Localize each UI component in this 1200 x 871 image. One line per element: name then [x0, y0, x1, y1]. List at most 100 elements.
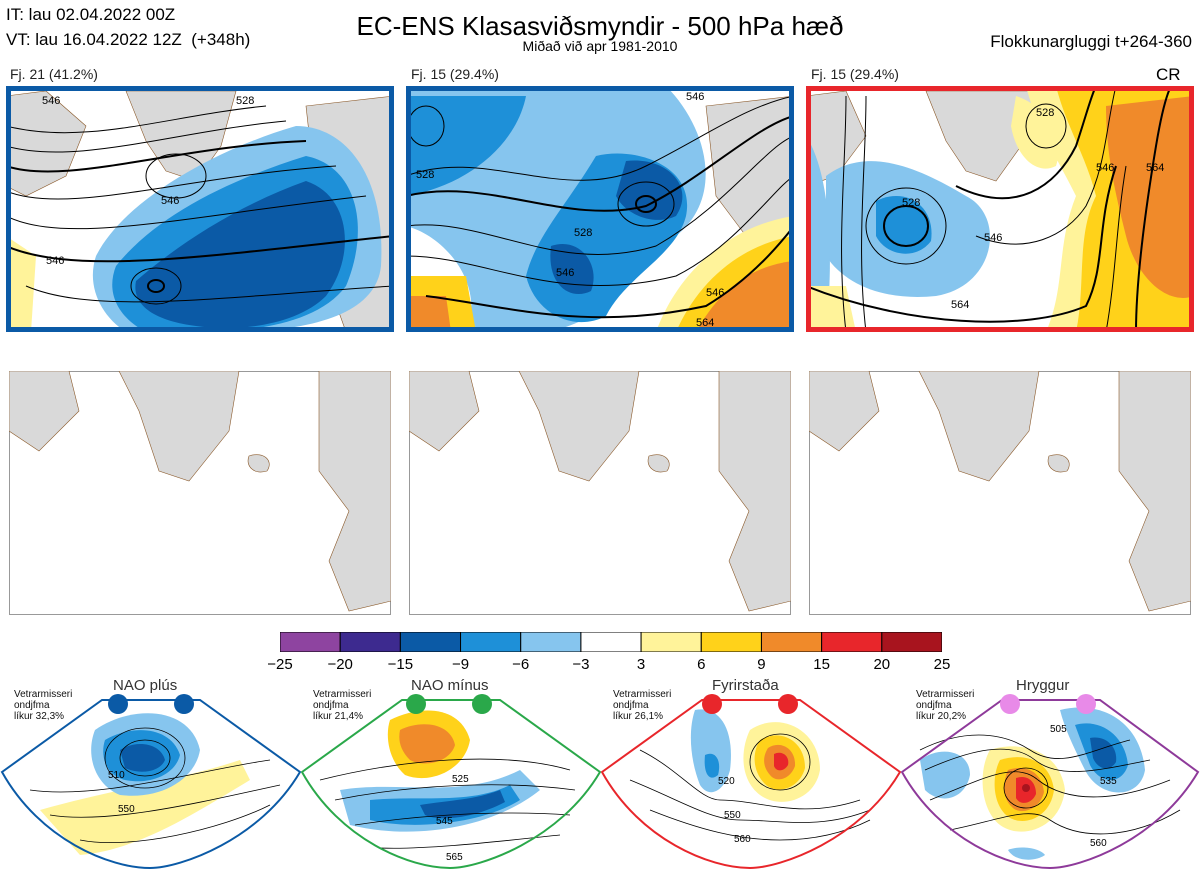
- empty-map-2: [409, 371, 791, 615]
- cluster-1-contour-label: 546: [46, 255, 64, 267]
- anomaly-light-blue: [806, 136, 830, 332]
- regime-3-contour-label: 560: [734, 834, 751, 845]
- regime-4-contour-label: 505: [1050, 724, 1067, 735]
- colorbar-swatch: [339, 632, 401, 652]
- cluster-2-contour-label: 528: [416, 169, 434, 181]
- colorbar-tick-label: 3: [636, 656, 646, 673]
- regime-4-contour-label: 535: [1100, 776, 1117, 787]
- regime-map-blocking: 520 550 560: [600, 694, 902, 870]
- regime-1-name: NAO plús: [113, 677, 178, 694]
- regime-2-info-line: líkur 21,4%: [313, 711, 364, 722]
- colorbar-swatch: [881, 632, 942, 652]
- anomaly-yellow: [6, 236, 36, 332]
- regime-4-info-line: líkur 20,2%: [916, 711, 967, 722]
- regime-3-name: Fyrirstaða: [712, 677, 779, 694]
- regime-4-name: Hryggur: [1016, 677, 1070, 694]
- classification-window: Flokkunargluggi t+264-360: [990, 32, 1192, 51]
- colorbar-tick-label: 6: [697, 656, 706, 673]
- regime-2-info-line: Vetrarmisseri: [313, 689, 372, 700]
- regime-3-info-line: ondjfma: [613, 700, 649, 711]
- colorbar-swatch: [460, 632, 522, 652]
- cluster-2-contour-label: 564: [696, 317, 714, 329]
- cluster-2-frame: [406, 86, 794, 332]
- cluster-3-contour-label: 564: [951, 299, 969, 311]
- anomaly-mid-blue: [406, 96, 526, 196]
- anomaly-dark-blue: [616, 160, 683, 220]
- cluster-3-label: Fj. 15 (29.4%): [811, 66, 899, 82]
- regime-2-info-line: ondjfma: [313, 700, 349, 711]
- anomaly-orange: [696, 261, 794, 332]
- regime-1-contour-label: 550: [118, 804, 135, 815]
- colorbar-swatch: [821, 632, 883, 652]
- land-canada: [806, 90, 867, 187]
- anomaly-dark-blue: [135, 181, 345, 329]
- colorbar-tick-label: −6: [512, 656, 530, 673]
- empty-map-3: [809, 371, 1191, 615]
- cluster-1-frame: [6, 86, 394, 332]
- cluster-3-contour-label: 528: [1036, 107, 1054, 119]
- cluster-1-contour-label: 528: [236, 95, 254, 107]
- cluster-map-1: 546 546 528 546: [6, 86, 394, 332]
- regime-4-contour-label: 560: [1090, 838, 1107, 849]
- regime-2-contour-label: 525: [452, 774, 469, 785]
- regime-3-contour-label: 550: [724, 810, 741, 821]
- colorbar-swatch: [700, 632, 762, 652]
- cluster-map-3: 528 528 546 564 546 564: [806, 86, 1194, 332]
- colorbar-tick-label: −3: [572, 656, 590, 673]
- colorbar-swatch: [520, 632, 582, 652]
- cluster-3-contour-label: 546: [984, 232, 1002, 244]
- anomaly-yellow: [1011, 96, 1059, 169]
- colorbar-tick-label: −25: [267, 656, 293, 673]
- regime-2-contour-label: 545: [436, 816, 453, 827]
- anomaly-orange: [406, 296, 451, 332]
- init-time: IT: lau 02.04.2022 00Z: [6, 5, 176, 24]
- empty-map-1: [9, 371, 391, 615]
- regime-1-info-line: Vetrarmisseri: [14, 689, 73, 700]
- anomaly-dark-blue: [550, 244, 594, 294]
- cluster-3-contour-label: 564: [1146, 162, 1164, 174]
- regime-2-contour-label: 565: [446, 852, 463, 863]
- colorbar-tick-label: −15: [387, 656, 414, 673]
- regime-map-ridge: 505 535 560: [900, 694, 1200, 870]
- cluster-2-contour-label: 546: [706, 287, 724, 299]
- cluster-1-label: Fj. 21 (41.2%): [10, 66, 98, 82]
- colorbar-swatch: [580, 632, 642, 652]
- colorbar-tick-label: 20: [873, 656, 891, 673]
- colorbar-swatch: [399, 632, 462, 652]
- cluster-map-2: 528 528 546 546 546 564: [406, 86, 794, 332]
- page-title: EC-ENS Klasasviðsmyndir - 500 hPa hæð: [356, 11, 844, 41]
- regime-map-nao-plus: 510 550: [0, 694, 302, 870]
- cluster-2-label: Fj. 15 (29.4%): [411, 66, 499, 82]
- colorbar-tick-label: 15: [813, 656, 830, 673]
- valid-time: VT: lau 16.04.2022 12Z (+348h): [6, 30, 251, 49]
- regime-1-info-line: ondjfma: [14, 700, 50, 711]
- cluster-1-contour-label: 546: [161, 195, 179, 207]
- regime-map-nao-minus: 525 545 565: [300, 694, 602, 870]
- regime-2-name: NAO mínus: [411, 677, 489, 694]
- regime-4-info-line: Vetrarmisseri: [916, 689, 975, 700]
- climate-regime-tag: CR: [1156, 65, 1181, 84]
- regime-3-contour-label: 520: [718, 776, 735, 787]
- cluster-2-contour-label: 546: [686, 91, 704, 103]
- regime-4-info-line: ondjfma: [916, 700, 952, 711]
- cluster-3-contour-label: 546: [1096, 162, 1114, 174]
- page-subtitle: Miðað við apr 1981-2010: [522, 38, 678, 54]
- cluster-3-frame: [806, 86, 1194, 332]
- anomaly-yellow: [806, 286, 856, 332]
- colorbar-swatch: [640, 632, 702, 652]
- colorbar-tick-label: −9: [451, 656, 470, 673]
- regime-1-contour-label: 510: [108, 770, 125, 781]
- colorbar-swatch: [280, 632, 341, 652]
- cluster-1-contour-label: 546: [42, 95, 60, 107]
- cluster-2-contour-label: 528: [574, 227, 592, 239]
- colorbar-swatch: [760, 632, 823, 652]
- anomaly-orange: [1106, 96, 1194, 298]
- regime-3-info-line: Vetrarmisseri: [613, 689, 672, 700]
- cluster-2-contour-label: 546: [556, 267, 574, 279]
- colorbar: [280, 632, 942, 652]
- colorbar-tick-label: −20: [327, 656, 353, 673]
- regime-1-info-line: líkur 32,3%: [14, 711, 65, 722]
- cluster-3-contour-label: 528: [902, 197, 920, 209]
- colorbar-tick-label: 25: [933, 656, 951, 673]
- colorbar-tick-label: 9: [757, 656, 766, 673]
